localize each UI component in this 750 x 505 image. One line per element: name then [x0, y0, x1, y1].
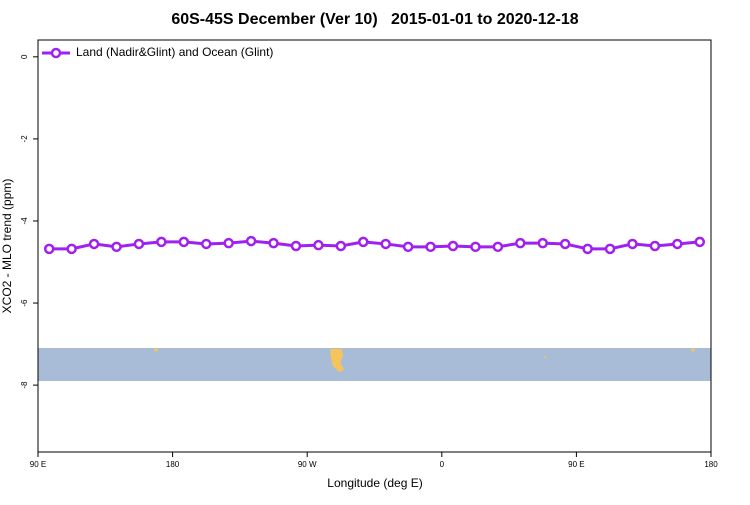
point	[447, 240, 459, 252]
land-shape	[330, 349, 344, 372]
point	[313, 239, 324, 251]
point	[88, 238, 100, 250]
point	[268, 237, 279, 249]
x-tick-label: 180	[704, 460, 718, 469]
point	[380, 238, 391, 250]
point	[649, 240, 661, 252]
x-tick-label: 0	[440, 460, 445, 469]
point	[694, 236, 706, 248]
point	[133, 238, 145, 250]
x-tick-label: 180	[166, 460, 180, 469]
y-tick-label: -2	[20, 135, 29, 143]
ocean-band	[38, 348, 711, 381]
point	[402, 241, 414, 253]
legend-marker	[50, 47, 62, 59]
x-tick-label: 90 E	[568, 460, 584, 469]
point	[470, 241, 481, 253]
point	[559, 238, 571, 250]
legend-label: Land (Nadir&Glint) and Ocean (Glint)	[76, 45, 273, 59]
map-strip	[38, 348, 711, 381]
point	[111, 241, 122, 253]
point	[537, 237, 548, 249]
point	[627, 238, 638, 250]
x-axis-label: Longitude (deg E)	[327, 476, 422, 490]
point	[43, 243, 55, 255]
point	[425, 241, 436, 253]
point	[66, 243, 77, 255]
point	[156, 236, 167, 248]
plot-frame	[37, 39, 712, 453]
chart-title: 60S-45S December (Ver 10) 2015-01-01 to …	[171, 11, 578, 28]
point	[492, 241, 504, 253]
x-tick-label: 90 E	[30, 460, 46, 469]
land-shape	[154, 348, 158, 352]
y-axis-label: XCO2 - MLO trend (ppm)	[0, 179, 14, 314]
y-tick-label: -8	[20, 381, 29, 389]
y-tick-label: -4	[20, 217, 29, 225]
point	[358, 236, 369, 248]
land-shape	[691, 348, 695, 352]
point	[604, 243, 616, 255]
point	[515, 237, 526, 249]
series-line	[49, 239, 700, 251]
point	[290, 240, 302, 252]
point	[335, 240, 347, 252]
point	[223, 237, 234, 249]
land-shape	[544, 356, 546, 358]
point	[672, 238, 683, 250]
y-tick-label: 0	[20, 54, 29, 59]
x-tick-label: 90 W	[298, 460, 317, 469]
point	[582, 243, 593, 255]
point	[245, 235, 257, 247]
point	[178, 236, 190, 248]
y-tick-label: -6	[20, 299, 29, 307]
point	[201, 238, 212, 250]
